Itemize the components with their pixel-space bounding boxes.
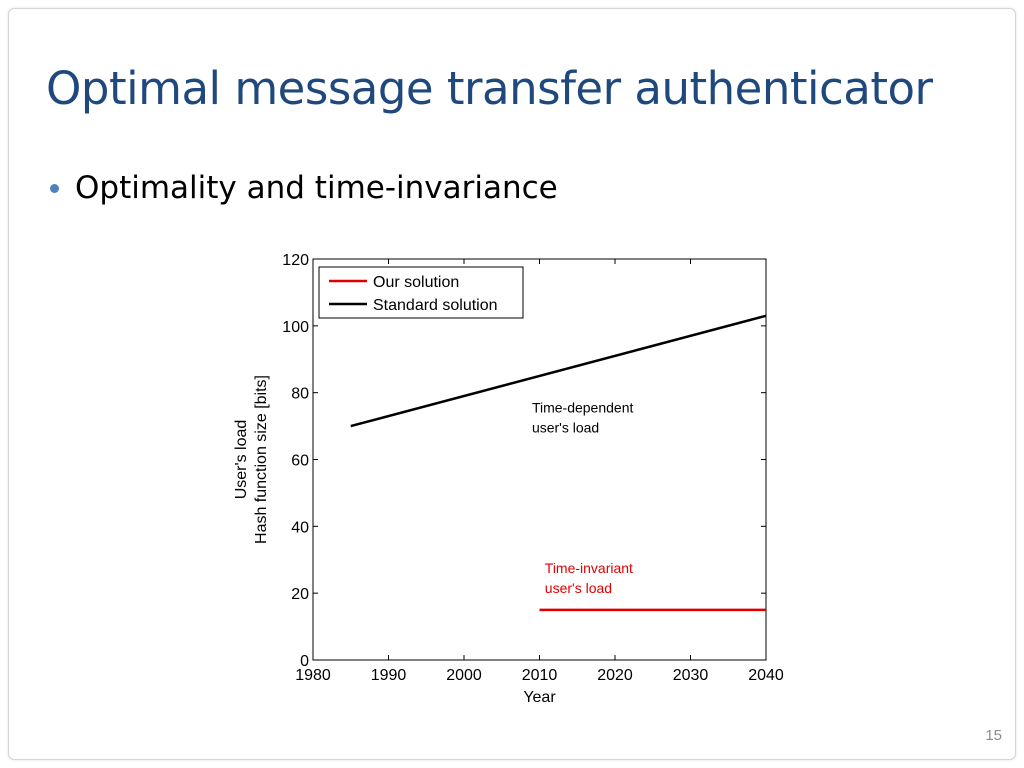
legend-label: Our solution bbox=[373, 274, 459, 291]
y-tick-label: 40 bbox=[291, 519, 309, 536]
y-tick-label: 0 bbox=[300, 653, 309, 670]
x-tick-label: 2040 bbox=[748, 667, 784, 684]
y-tick-label: 100 bbox=[282, 319, 309, 336]
y-axis-label: Hash function size [bits] bbox=[253, 375, 270, 544]
x-tick-label: 2000 bbox=[446, 667, 482, 684]
y-tick-label: 60 bbox=[291, 453, 309, 470]
legend-label: Standard solution bbox=[373, 297, 498, 314]
x-tick-label: 1980 bbox=[295, 667, 331, 684]
bullet-text: Optimality and time-invariance bbox=[75, 170, 558, 206]
annotation-text: Time-invariant bbox=[545, 560, 633, 576]
y-tick-label: 120 bbox=[282, 252, 309, 269]
y-tick-label: 80 bbox=[291, 386, 309, 403]
annotation-text: user's load bbox=[532, 420, 599, 436]
page-number: 15 bbox=[985, 727, 1002, 744]
x-tick-label: 1990 bbox=[371, 667, 407, 684]
x-tick-label: 2010 bbox=[522, 667, 558, 684]
y-axis-label: User's load bbox=[233, 420, 250, 500]
series-line-1 bbox=[350, 314, 767, 428]
x-axis-label: Year bbox=[523, 689, 556, 706]
plot-area bbox=[312, 258, 767, 661]
x-tick-label: 2020 bbox=[597, 667, 633, 684]
annotation-text: user's load bbox=[545, 580, 612, 596]
annotation-text: Time-dependent bbox=[532, 400, 634, 416]
x-tick-label: 2030 bbox=[673, 667, 709, 684]
bullet-item: Optimality and time-invariance bbox=[50, 170, 558, 206]
bullet-dot-icon bbox=[50, 183, 59, 193]
slide-title: Optimal message transfer authenticator bbox=[46, 62, 933, 115]
y-tick-label: 20 bbox=[291, 586, 309, 603]
legend-box bbox=[318, 266, 524, 319]
